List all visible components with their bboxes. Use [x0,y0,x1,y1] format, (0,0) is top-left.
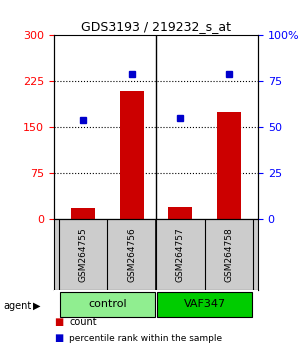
Text: ■: ■ [54,317,63,327]
Text: count: count [69,317,97,327]
Bar [71,209,95,219]
Text: GSM264755: GSM264755 [79,228,88,282]
Text: ■: ■ [54,333,63,343]
Text: GSM264757: GSM264757 [176,228,185,282]
Text: ▶: ▶ [33,301,40,311]
Text: VAF347: VAF347 [184,299,226,309]
Bar [120,91,144,219]
Text: GSM264756: GSM264756 [127,228,136,282]
Text: agent: agent [3,301,31,311]
FancyBboxPatch shape [157,292,252,317]
Text: GSM264758: GSM264758 [224,228,233,282]
Bar [217,112,241,219]
Bar [168,207,192,219]
Text: percentile rank within the sample: percentile rank within the sample [69,333,222,343]
Text: control: control [88,299,127,309]
Title: GDS3193 / 219232_s_at: GDS3193 / 219232_s_at [81,20,231,33]
FancyBboxPatch shape [60,292,155,317]
